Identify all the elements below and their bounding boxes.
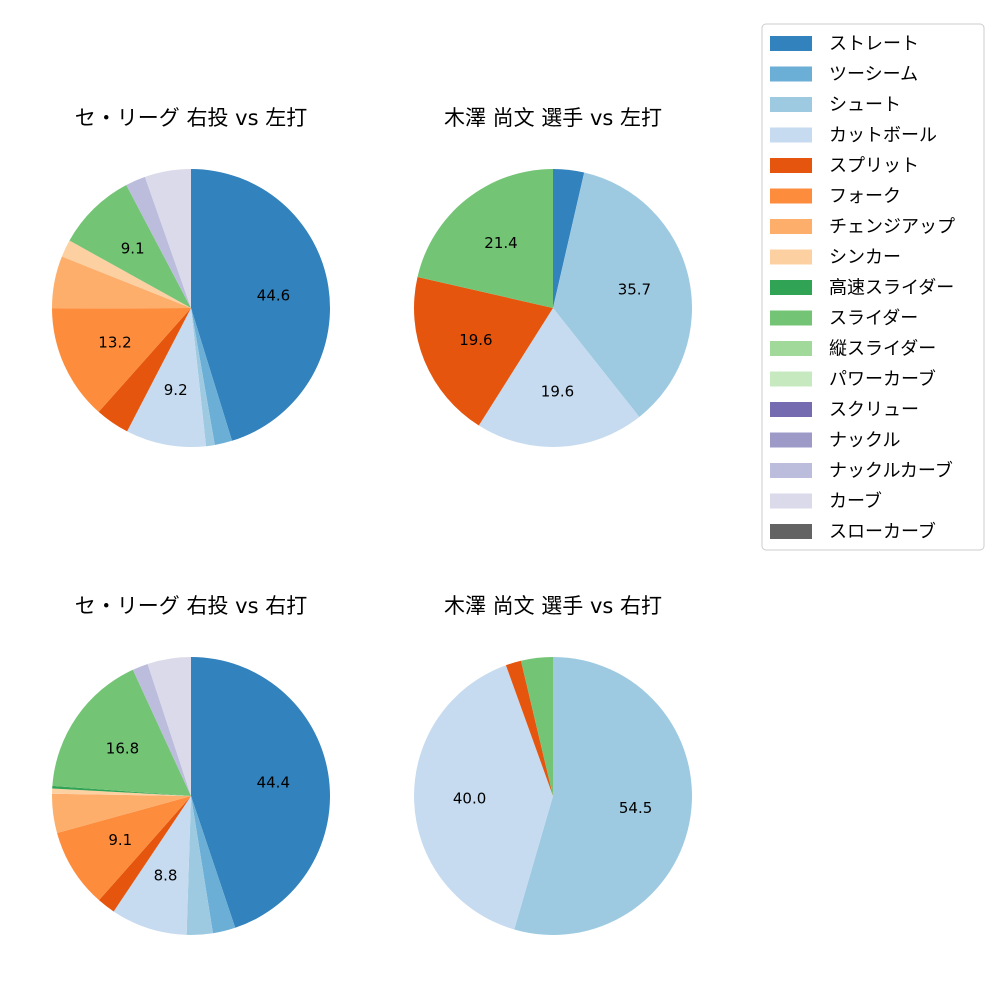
slice-label: 9.1 (121, 239, 145, 257)
pie-slice (51, 256, 191, 309)
legend-swatch (770, 280, 812, 295)
legend-swatch (770, 188, 812, 204)
pie-slice (191, 308, 233, 445)
pie-slice (191, 169, 330, 441)
legend-label: カーブ (829, 490, 882, 512)
legend-label: スローカーブ (829, 521, 936, 543)
slice-label: 21.4 (484, 234, 517, 252)
legend-label: ナックルカーブ (829, 460, 953, 482)
legend-label: スプリット (829, 156, 919, 177)
pie-slice (478, 308, 640, 448)
slice-label: 44.6 (257, 287, 290, 305)
legend-swatch (770, 524, 812, 539)
legend-label: スライダー (829, 308, 918, 329)
pie-charts: セ・リーグ 右投 vs 左打 44.6 9.2 13.2 9.1 木澤 尚文 選手 vs … (51, 106, 693, 935)
legend-label: シンカー (829, 247, 901, 268)
pie-slice (514, 657, 693, 935)
pie-slice (57, 796, 191, 901)
pie-slice (191, 796, 236, 934)
pie-1: セ・リーグ 右投 vs 左打 44.6 9.2 13.2 9.1 (51, 106, 330, 448)
legend-swatch (770, 432, 812, 448)
pie-slice (147, 657, 191, 796)
slice-label: 16.8 (106, 740, 139, 758)
pie-slice (69, 184, 191, 308)
legend-swatch (770, 402, 812, 417)
pie-slice (414, 665, 553, 930)
slice-label: 13.2 (98, 333, 131, 351)
legend-swatch (770, 310, 812, 326)
legend-frame (761, 23, 985, 551)
legend-swatch (770, 493, 812, 509)
pie-title: セ・リーグ 右投 vs 右打 (75, 594, 307, 618)
legend-label: カットボール (829, 125, 937, 146)
pie-slice (127, 308, 207, 448)
pie-title: 木澤 尚文 選手 vs 右打 (444, 594, 662, 618)
pie-slice (98, 796, 191, 912)
pie-slice (126, 176, 191, 308)
legend-swatch (770, 341, 812, 356)
pie-3: セ・リーグ 右投 vs 右打 44.4 8.8 9.1 16.8 (52, 594, 330, 935)
pie-slice (144, 169, 191, 308)
legend: ストレートツーシームシュートカットボールスプリットフォークチェンジアップシンカー… (761, 23, 985, 551)
slice-label: 40.0 (453, 790, 486, 808)
pie-slice (417, 169, 553, 308)
slice-label: 8.8 (154, 866, 178, 884)
slice-label: 9.1 (108, 831, 132, 849)
slice-label: 44.4 (257, 774, 290, 792)
pie-slice (98, 308, 191, 432)
legend-swatch (770, 371, 812, 387)
pie-slice (52, 785, 192, 796)
legend-label: ストレート (829, 34, 919, 55)
slice-label: 19.6 (459, 331, 492, 349)
pie-slice (553, 172, 693, 417)
pie-slice (61, 240, 192, 308)
slice-label: 54.5 (619, 799, 652, 817)
pie-slice (520, 657, 553, 796)
pie-slice (414, 277, 553, 426)
legend-label: 縦スライダー (829, 339, 936, 360)
pie-slice (52, 669, 192, 796)
legend-swatch (770, 463, 812, 478)
pie-slice (52, 793, 191, 834)
legend-swatch (770, 97, 812, 112)
pie-slice (505, 660, 553, 796)
legend-swatch (770, 219, 812, 234)
legend-label: パワーカーブ (829, 368, 936, 390)
slice-label: 19.6 (541, 382, 574, 400)
legend-label: 高速スライダー (829, 278, 954, 299)
legend-label: ツーシーム (829, 64, 918, 85)
pie-slice (186, 796, 213, 935)
legend-label: スクリュー (829, 400, 919, 421)
pie-slice (553, 169, 585, 308)
pie-title: 木澤 尚文 選手 vs 左打 (444, 106, 662, 130)
legend-swatch (770, 127, 812, 143)
pie-slice (52, 308, 191, 412)
pie-slice (191, 657, 330, 928)
legend-swatch (770, 249, 812, 265)
slice-label: 35.7 (618, 281, 651, 299)
pie-slice (191, 308, 215, 447)
legend-label: チェンジアップ (829, 217, 955, 238)
pie-slice (132, 663, 191, 796)
pie-slice (52, 788, 191, 796)
legend-swatch (770, 158, 812, 173)
slice-label: 9.2 (164, 381, 188, 399)
legend-label: フォーク (829, 186, 901, 207)
pie-4: 木澤 尚文 選手 vs 右打 54.5 40.0 (414, 594, 693, 935)
legend-swatch (770, 36, 812, 51)
legend-label: シュート (829, 95, 901, 116)
pie-slice (113, 796, 191, 935)
legend-swatch (770, 66, 812, 82)
pie-title: セ・リーグ 右投 vs 左打 (75, 106, 307, 130)
pie-2: 木澤 尚文 選手 vs 左打 35.7 19.6 19.6 21.4 (414, 106, 693, 448)
legend-label: ナックル (829, 430, 900, 451)
